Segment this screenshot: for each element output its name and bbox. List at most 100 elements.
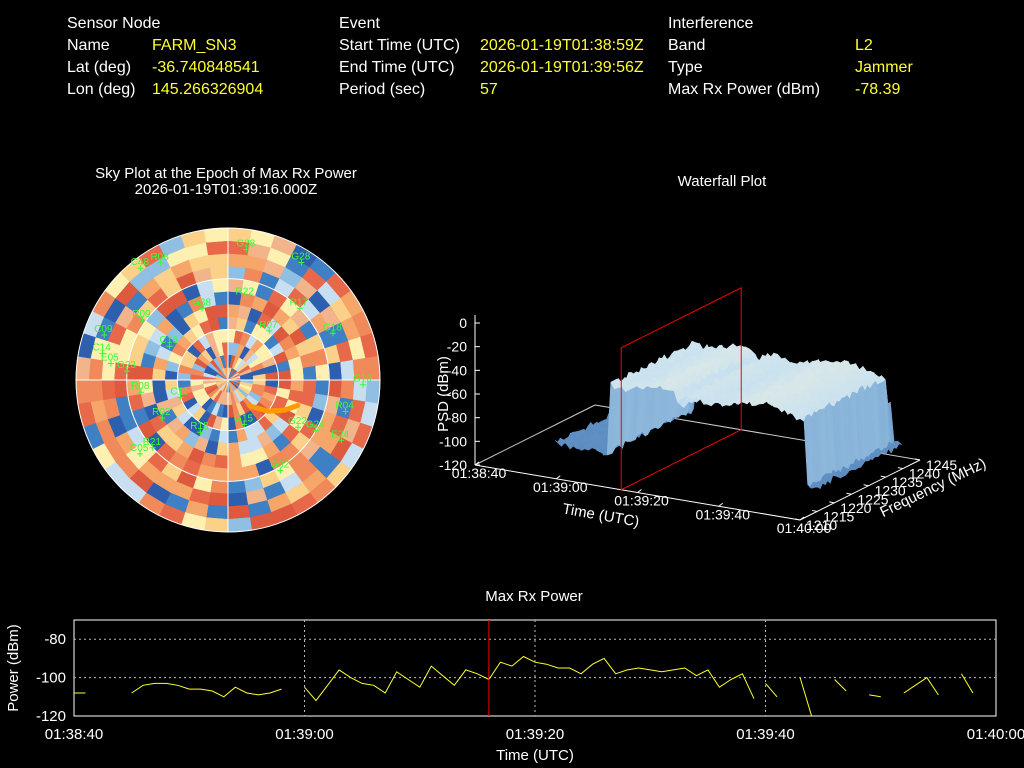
- satellite-label: C11: [170, 386, 188, 397]
- satellite-marker: [177, 394, 184, 401]
- skyplot-cell: [203, 228, 229, 243]
- waterfall-time-tick-label: 01:40:00: [777, 520, 832, 536]
- sensor-header: Sensor Node: [67, 15, 161, 32]
- satellite-marker: [166, 343, 173, 350]
- satellite-marker: [295, 424, 302, 431]
- power-series-line: [131, 682, 282, 698]
- event-start-value: 2026-01-19T01:38:59Z: [480, 37, 644, 54]
- interference-type-value: Jammer: [855, 59, 913, 76]
- interference-power-value: -78.39: [855, 81, 901, 98]
- power-series-line: [903, 676, 939, 696]
- skyplot-cell: [227, 492, 249, 507]
- waterfall-freq-axis-back: [474, 404, 596, 466]
- waterfall-freq-tick: [829, 501, 835, 504]
- skyplot-cell: [277, 369, 292, 381]
- satellite-label: G28: [291, 252, 310, 263]
- waterfall-z-tick-label: 0: [459, 315, 467, 331]
- sensor-row-lat: Lat (deg) -36.740848541: [67, 57, 263, 79]
- satellite-label: G24: [306, 420, 325, 431]
- skyplot-cell: [315, 363, 330, 381]
- event-end-value: 2026-01-19T01:39:56Z: [480, 59, 644, 76]
- event-row-start: Start Time (UTC) 2026-01-19T01:38:59Z: [339, 35, 644, 57]
- sensor-row-name: Name FARM_SN3: [67, 35, 263, 57]
- satellite-label: G10: [353, 374, 372, 385]
- power-series-line: [304, 655, 755, 702]
- waterfall-freq-tick: [914, 458, 921, 461]
- interference-header: Interference: [668, 15, 754, 32]
- power-series-line: [799, 677, 813, 717]
- satellite-marker: [197, 429, 204, 436]
- waterfall-freq-tick: [794, 518, 801, 521]
- waterfall-z-tick-label: -100: [439, 433, 467, 449]
- waterfall-freq-tick: [863, 484, 869, 487]
- satellite-marker: [159, 415, 166, 421]
- skyplot-cell: [205, 504, 229, 520]
- skyplot-cell: [227, 467, 245, 482]
- waterfall-time-tick: [555, 475, 561, 480]
- waterfall-time-tick-label: 01:39:40: [696, 506, 751, 522]
- waterfall-freq-tick: [897, 467, 903, 470]
- satellite-label: R08: [131, 381, 150, 392]
- power-y-tick-label: -80: [44, 631, 66, 648]
- sensor-name-value: FARM_SN3: [152, 37, 237, 54]
- skyplot-cell: [215, 303, 229, 318]
- event-info: Event Start Time (UTC) 2026-01-19T01:38:5…: [339, 13, 644, 101]
- event-period-value: 57: [480, 81, 498, 98]
- skyplot-cell: [302, 379, 317, 395]
- waterfall-freq-tick-label: 1210: [806, 517, 837, 533]
- satellite-label: E05: [101, 353, 119, 364]
- skyplot-cell: [227, 429, 239, 444]
- skyplot-cell: [76, 355, 91, 381]
- satellite-marker: [329, 330, 336, 337]
- skyplot-cell: [203, 517, 229, 532]
- power-x-tick-label: 01:40:00: [967, 726, 1024, 743]
- satellite-marker: [107, 360, 114, 367]
- power-x-tick-label: 01:39:20: [506, 726, 564, 743]
- satellite-marker: [298, 259, 305, 266]
- power-y-tick-label: -120: [36, 708, 66, 725]
- waterfall-freq-tick-label: 1220: [840, 500, 871, 516]
- waterfall-time-tick: [799, 516, 805, 521]
- waterfall-time-tick-label: 01:39:00: [533, 479, 588, 495]
- waterfall-z-tick-label: -60: [447, 386, 467, 402]
- satellite-label: C05: [130, 443, 149, 454]
- skyplot-cell: [209, 479, 229, 495]
- waterfall-freq-tick-label: 1215: [823, 508, 854, 524]
- waterfall-time-tick: [637, 489, 642, 493]
- waterfall-freq-tick: [880, 475, 886, 478]
- skyplot-title-block: Sky Plot at the Epoch of Max Rx Power 20…: [46, 166, 406, 198]
- skyplot-cell: [207, 253, 229, 268]
- waterfall-time-tick: [474, 461, 480, 466]
- satellite-marker: [137, 265, 144, 272]
- skyplot-cell: [290, 367, 305, 381]
- skyplot-cell: [209, 265, 229, 281]
- waterfall-freq-tick-label: 1235: [892, 474, 923, 490]
- skyplot-cell: [227, 265, 247, 281]
- satellite-label: C14: [92, 342, 111, 353]
- interference-band-value: L2: [855, 37, 873, 54]
- skyplot-cell: [139, 365, 154, 381]
- satellite-label: R07: [259, 320, 278, 331]
- power-series-line: [834, 679, 847, 692]
- power-x-tick-label: 01:39:40: [736, 726, 794, 743]
- satellite-label: G38: [192, 298, 211, 309]
- power-series-line: [960, 673, 974, 694]
- power-y-tick-label: -100: [36, 670, 66, 687]
- interference-info: Interference Band L2 Type Jammer Max Rx Po…: [668, 13, 913, 101]
- satellite-marker: [124, 368, 131, 375]
- waterfall-z-tick-label: -120: [439, 457, 467, 473]
- satellite-marker: [243, 246, 250, 253]
- satellite-label: G15: [234, 413, 253, 424]
- waterfall-time-tick: [718, 502, 724, 507]
- waterfall-z-tick-label: -20: [447, 339, 467, 355]
- waterfall-freq-tick-label: 1230: [875, 483, 906, 499]
- skyplot-cell: [315, 379, 330, 397]
- satellite-marker: [101, 331, 108, 338]
- skyplot-cell: [101, 379, 116, 401]
- skyplot-cell: [88, 379, 104, 403]
- skyplot-cell: [227, 454, 243, 469]
- skyplot-cell: [327, 379, 343, 399]
- satellite-marker: [266, 327, 273, 334]
- waterfall-epoch-marker: [620, 286, 742, 491]
